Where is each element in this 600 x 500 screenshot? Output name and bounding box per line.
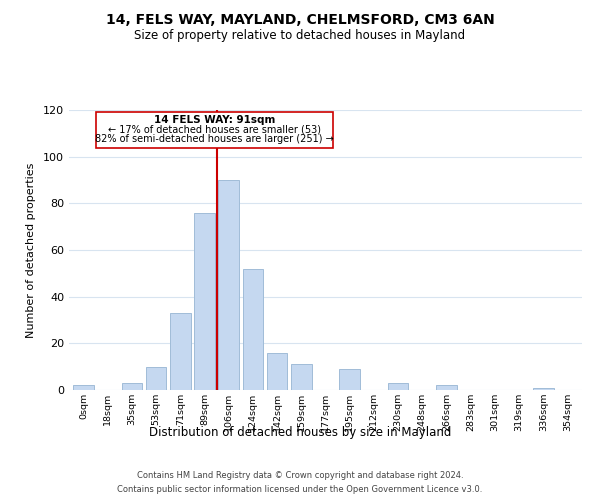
Bar — [533, 388, 554, 390]
Text: 14, FELS WAY, MAYLAND, CHELMSFORD, CM3 6AN: 14, FELS WAY, MAYLAND, CHELMSFORD, CM3 6… — [106, 12, 494, 26]
Bar — [194, 212, 215, 390]
Bar — [388, 383, 409, 390]
Bar — [436, 386, 457, 390]
Text: Size of property relative to detached houses in Mayland: Size of property relative to detached ho… — [134, 29, 466, 42]
Text: Distribution of detached houses by size in Mayland: Distribution of detached houses by size … — [149, 426, 451, 439]
Bar — [291, 364, 311, 390]
Text: ← 17% of detached houses are smaller (53): ← 17% of detached houses are smaller (53… — [107, 125, 320, 135]
Text: 14 FELS WAY: 91sqm: 14 FELS WAY: 91sqm — [154, 115, 275, 125]
Text: Contains public sector information licensed under the Open Government Licence v3: Contains public sector information licen… — [118, 484, 482, 494]
Bar — [146, 366, 166, 390]
FancyBboxPatch shape — [95, 112, 333, 148]
Bar — [122, 383, 142, 390]
Text: 82% of semi-detached houses are larger (251) →: 82% of semi-detached houses are larger (… — [95, 134, 334, 144]
Text: Contains HM Land Registry data © Crown copyright and database right 2024.: Contains HM Land Registry data © Crown c… — [137, 472, 463, 480]
Bar — [218, 180, 239, 390]
Bar — [340, 369, 360, 390]
Bar — [170, 313, 191, 390]
Y-axis label: Number of detached properties: Number of detached properties — [26, 162, 36, 338]
Bar — [267, 352, 287, 390]
Bar — [73, 386, 94, 390]
Bar — [242, 268, 263, 390]
